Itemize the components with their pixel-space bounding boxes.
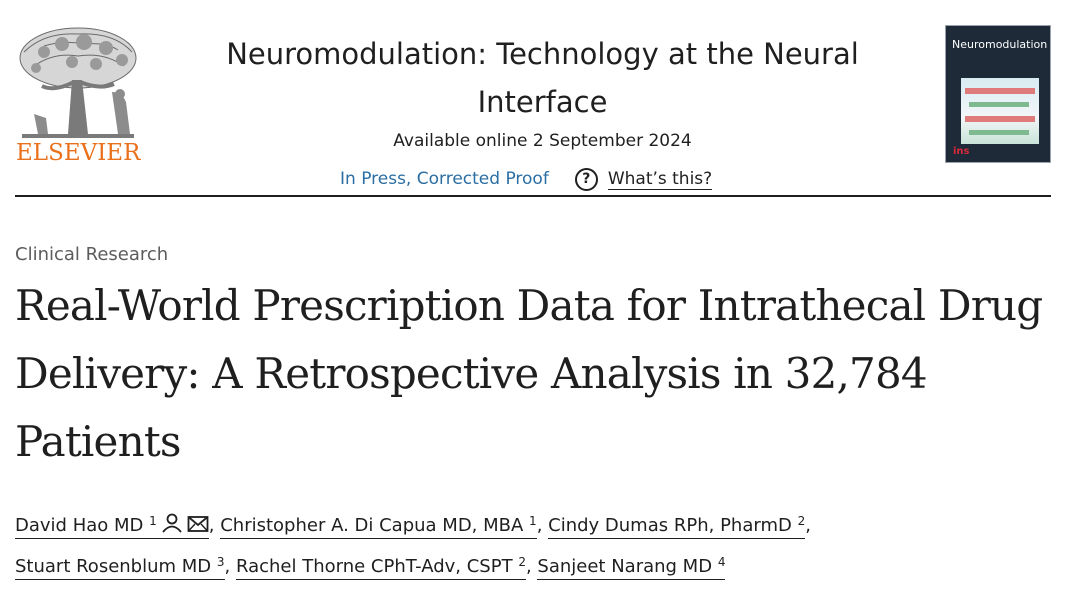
affiliation-marker: 1: [149, 514, 157, 528]
author-link[interactable]: Sanjeet Narang MD 4: [537, 555, 726, 580]
author-separator: ,: [224, 556, 236, 577]
mail-icon[interactable]: [187, 515, 209, 533]
question-circle-icon[interactable]: ?: [574, 167, 598, 191]
affiliation-marker: 2: [797, 514, 806, 528]
author-name: Cindy Dumas RPh, PharmD: [548, 515, 792, 536]
cover-badge: ins: [953, 146, 970, 157]
author-separator: ,: [208, 515, 221, 536]
whats-this-link[interactable]: What’s this?: [607, 168, 713, 190]
affiliation-marker: 3: [216, 555, 225, 569]
affiliation-marker: 1: [529, 514, 537, 528]
author-name: David Hao MD: [15, 515, 144, 536]
in-press-link[interactable]: In Press, Corrected Proof: [340, 169, 549, 189]
person-icon[interactable]: [161, 513, 183, 533]
author-name: Stuart Rosenblum MD: [15, 556, 212, 577]
author-separator: ,: [536, 515, 549, 536]
author-name: Sanjeet Narang MD: [537, 556, 713, 577]
author-link[interactable]: Stuart Rosenblum MD 3: [15, 555, 225, 580]
journal-cover-thumbnail[interactable]: Neuromodulation ins: [945, 25, 1051, 163]
available-online-date: Available online 2 September 2024: [393, 131, 692, 151]
author-name: Rachel Thorne CPhT-Adv, CSPT: [235, 556, 513, 577]
elsevier-tree-icon[interactable]: [14, 22, 142, 166]
author-link[interactable]: Christopher A. Di Capua MD, MBA 1: [220, 514, 537, 539]
article-title: Real-World Prescription Data for Intrath…: [15, 281, 1043, 466]
affiliation-marker: 2: [518, 555, 526, 569]
author-link[interactable]: David Hao MD 1: [15, 513, 209, 539]
article-section-label: Clinical Research: [15, 244, 169, 265]
author-separator: ,: [525, 556, 538, 577]
affiliation-marker: 4: [717, 555, 726, 569]
author-link[interactable]: Cindy Dumas RPh, PharmD 2: [548, 514, 806, 539]
author-list: David Hao MD 1, Christopher A. Di Capua …: [15, 503, 1065, 585]
cover-title: Neuromodulation: [952, 38, 1048, 51]
article-header: ELSEVIER Neuromodulation: Technology at …: [0, 0, 1076, 198]
cover-illustration: [961, 78, 1039, 144]
article-status-row: In Press, Corrected Proof ? What’s this?: [340, 166, 713, 192]
header-divider: [15, 195, 1051, 197]
elsevier-wordmark: ELSEVIER: [16, 140, 141, 166]
journal-title[interactable]: Neuromodulation: Technology at the Neura…: [226, 37, 859, 119]
author-name: Christopher A. Di Capua MD, MBA: [220, 515, 524, 536]
author-separator: ,: [805, 515, 811, 536]
author-link[interactable]: Rachel Thorne CPhT-Adv, CSPT 2: [235, 555, 526, 580]
